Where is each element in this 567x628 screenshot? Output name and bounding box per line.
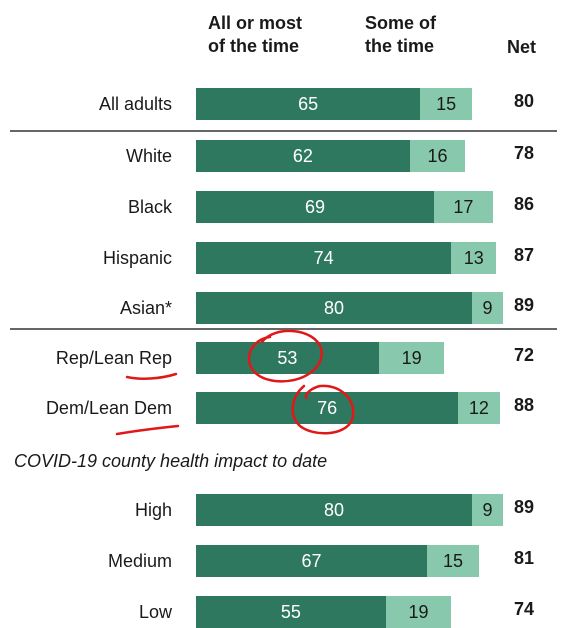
header-net: Net xyxy=(507,37,537,57)
divider-party xyxy=(10,328,557,330)
bar-all-or-most: 67 xyxy=(196,545,428,577)
bar-some-of-the-time: 19 xyxy=(378,342,445,374)
bar-all-or-most: 53 xyxy=(196,342,379,374)
net-value: 80 xyxy=(514,91,535,111)
bar-all-or-most: 65 xyxy=(196,88,421,120)
underline-mark-dem xyxy=(115,424,180,436)
bar-some-of-the-time: 9 xyxy=(472,292,504,324)
bar-some-of-the-time: 19 xyxy=(385,596,452,628)
category-label: Medium xyxy=(107,551,172,571)
header-all-or-most: All or most of the time xyxy=(208,13,303,56)
bar-all-or-most: 80 xyxy=(196,494,472,526)
divider-race xyxy=(10,130,557,132)
bar-all-or-most: 80 xyxy=(196,292,472,324)
underline-mark-rep xyxy=(125,372,178,380)
category-label: Hispanic xyxy=(102,248,172,268)
category-label: Low xyxy=(138,602,172,622)
category-label: Black xyxy=(127,197,172,217)
net-value: 74 xyxy=(514,599,535,619)
net-value: 72 xyxy=(514,345,535,365)
net-value: 78 xyxy=(514,143,535,163)
header-some-of-the-time: Some of the time xyxy=(365,13,437,56)
bar-some-of-the-time: 12 xyxy=(458,392,500,424)
bar-some-of-the-time: 16 xyxy=(409,140,466,172)
category-label: Rep/Lean Rep xyxy=(55,348,172,368)
category-label: High xyxy=(134,500,172,520)
net-value: 89 xyxy=(514,295,535,315)
bar-some-of-the-time: 13 xyxy=(451,242,497,274)
net-value: 89 xyxy=(514,497,535,517)
net-value: 86 xyxy=(514,194,535,214)
net-value: 88 xyxy=(514,395,535,415)
net-value: 87 xyxy=(514,245,535,265)
bar-all-or-most: 69 xyxy=(196,191,435,223)
category-label: White xyxy=(125,146,172,166)
bar-some-of-the-time: 15 xyxy=(420,88,472,120)
category-label: All adults xyxy=(98,94,172,114)
category-label: Dem/Lean Dem xyxy=(45,398,172,418)
net-value: 81 xyxy=(514,548,535,568)
section-label: COVID-19 county health impact to date xyxy=(14,451,328,471)
bar-all-or-most: 74 xyxy=(196,242,452,274)
bar-all-or-most: 62 xyxy=(196,140,410,172)
category-label: Asian* xyxy=(119,298,172,318)
bar-some-of-the-time: 9 xyxy=(472,494,504,526)
bar-all-or-most: 55 xyxy=(196,596,386,628)
bar-some-of-the-time: 17 xyxy=(434,191,493,223)
bar-some-of-the-time: 15 xyxy=(427,545,479,577)
bar-all-or-most: 76 xyxy=(196,392,459,424)
